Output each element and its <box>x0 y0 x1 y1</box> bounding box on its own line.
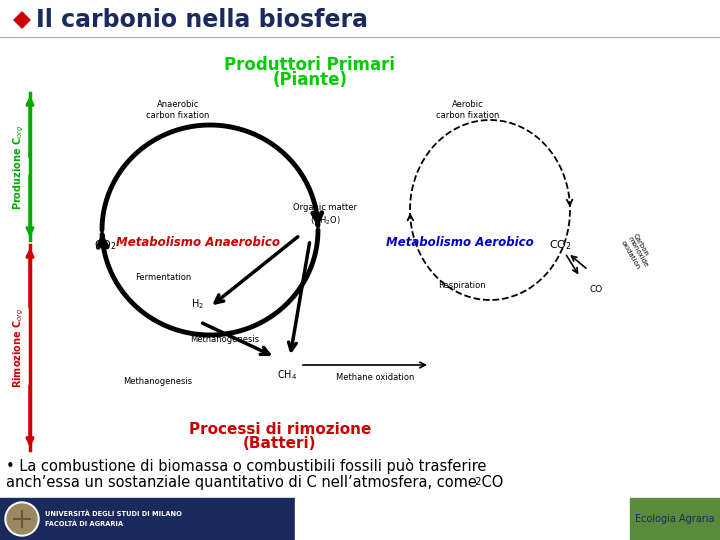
Bar <box>0 498 295 540</box>
Text: CO$_2$: CO$_2$ <box>549 238 572 252</box>
Text: 2: 2 <box>474 477 481 487</box>
Text: UNIVERSITÀ DEGLI STUDI DI MILANO: UNIVERSITÀ DEGLI STUDI DI MILANO <box>45 511 182 517</box>
Text: Produttori Primari: Produttori Primari <box>225 56 395 74</box>
Text: Aerobic
carbon fixation: Aerobic carbon fixation <box>436 100 500 120</box>
Text: Il carbonio nella biosfera: Il carbonio nella biosfera <box>36 8 368 32</box>
Text: Methane oxidation: Methane oxidation <box>336 373 414 381</box>
Text: Produzione C$_{org}$: Produzione C$_{org}$ <box>12 124 26 210</box>
Text: Methanogenesis: Methanogenesis <box>123 377 192 387</box>
Text: CO$_2$: CO$_2$ <box>94 238 117 252</box>
Text: FACOLTÀ DI AGRARIA: FACOLTÀ DI AGRARIA <box>45 521 123 527</box>
Bar <box>295 498 630 540</box>
Text: Organic matter
(CH$_2$O): Organic matter (CH$_2$O) <box>293 203 357 227</box>
Circle shape <box>7 504 37 534</box>
Circle shape <box>5 502 39 536</box>
Polygon shape <box>14 12 30 28</box>
Text: Ecologia Agraria: Ecologia Agraria <box>635 514 715 524</box>
Text: H$_2$: H$_2$ <box>191 297 204 311</box>
Text: (Batteri): (Batteri) <box>243 436 317 451</box>
Text: (Piante): (Piante) <box>272 71 348 89</box>
Text: CH$_4$: CH$_4$ <box>277 368 297 382</box>
Text: CO: CO <box>590 286 603 294</box>
Text: Metabolismo Aerobico: Metabolismo Aerobico <box>386 235 534 248</box>
Text: Methanogenesis: Methanogenesis <box>190 335 260 345</box>
Text: Carbon
monoxide
oxidation: Carbon monoxide oxidation <box>620 232 654 272</box>
Text: Anaerobic
carbon fixation: Anaerobic carbon fixation <box>146 100 210 120</box>
Text: Fermentation: Fermentation <box>135 273 191 282</box>
Text: • La combustione di biomassa o combustibili fossili può trasferire: • La combustione di biomassa o combustib… <box>6 458 487 474</box>
Text: anch’essa un sostanziale quantitativo di C nell’atmosfera, come CO: anch’essa un sostanziale quantitativo di… <box>6 476 503 490</box>
Bar <box>630 498 720 540</box>
Text: Processi di rimozione: Processi di rimozione <box>189 422 372 437</box>
Text: Rimozione C$_{org}$: Rimozione C$_{org}$ <box>12 308 26 388</box>
Text: Respiration: Respiration <box>438 280 486 289</box>
Text: Metabolismo Anaerobico: Metabolismo Anaerobico <box>116 235 280 248</box>
